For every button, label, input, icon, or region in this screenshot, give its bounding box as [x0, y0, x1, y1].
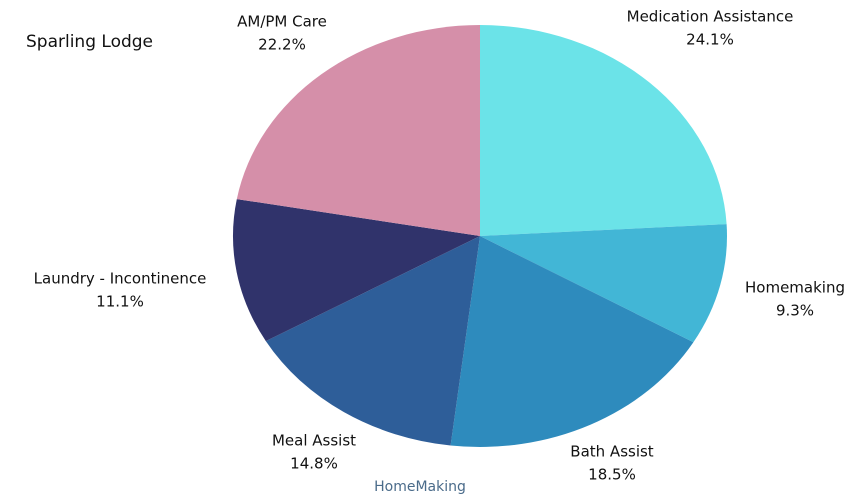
slice-label: Laundry - Incontinence — [34, 270, 207, 288]
slice-value: 24.1% — [686, 31, 734, 49]
pie-slice — [450, 236, 694, 447]
pie-slice — [265, 236, 480, 446]
footer: HomeMaking — [374, 479, 466, 495]
slice-label: Medication Assistance — [627, 8, 794, 26]
slice-value: 11.1% — [96, 293, 144, 311]
pie-slice — [236, 25, 480, 236]
chart-title: Sparling Lodge — [26, 32, 153, 52]
slice-value: 22.2% — [258, 36, 306, 54]
slice-value: 14.8% — [290, 455, 338, 473]
slice-label: Meal Assist — [272, 432, 356, 450]
pie-slice — [480, 25, 727, 236]
slice-label: Homemaking — [745, 279, 845, 297]
slice-label: AM/PM Care — [237, 13, 327, 31]
pie-slice — [480, 224, 727, 343]
pie-slice — [232, 199, 480, 342]
slice-value: 18.5% — [588, 466, 636, 484]
slice-value: 9.3% — [776, 302, 814, 320]
slice-label: Bath Assist — [570, 443, 654, 461]
